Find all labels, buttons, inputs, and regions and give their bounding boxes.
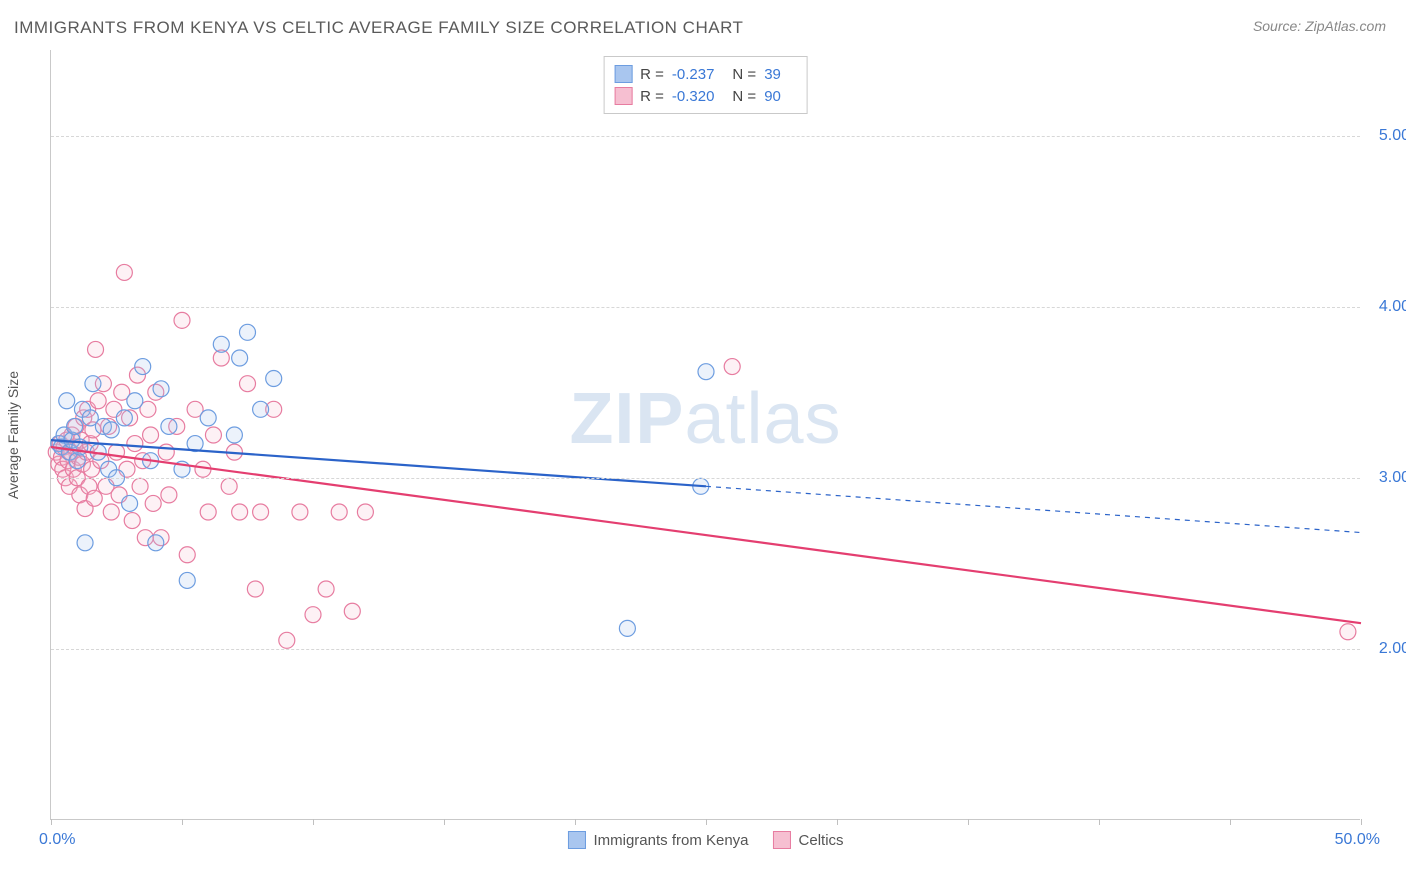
data-point bbox=[221, 478, 237, 494]
data-point bbox=[253, 504, 269, 520]
data-point bbox=[213, 336, 229, 352]
data-point bbox=[305, 607, 321, 623]
data-point bbox=[145, 495, 161, 511]
data-point bbox=[161, 418, 177, 434]
y-tick-label: 5.00 bbox=[1366, 127, 1406, 145]
data-point bbox=[318, 581, 334, 597]
data-point bbox=[127, 393, 143, 409]
trend-line bbox=[51, 447, 1361, 623]
data-point bbox=[226, 427, 242, 443]
data-point bbox=[232, 350, 248, 366]
y-tick-label: 4.00 bbox=[1366, 298, 1406, 316]
data-point bbox=[116, 410, 132, 426]
data-point bbox=[135, 359, 151, 375]
data-point bbox=[77, 535, 93, 551]
plot-area: Average Family Size ZIPatlas R = -0.237 … bbox=[50, 50, 1360, 820]
data-point bbox=[59, 393, 75, 409]
x-tick bbox=[313, 819, 314, 825]
x-tick bbox=[968, 819, 969, 825]
data-point bbox=[103, 422, 119, 438]
data-point bbox=[253, 401, 269, 417]
gridline bbox=[51, 478, 1360, 479]
data-point bbox=[279, 632, 295, 648]
data-point bbox=[161, 487, 177, 503]
gridline bbox=[51, 136, 1360, 137]
data-point bbox=[240, 324, 256, 340]
x-tick bbox=[51, 819, 52, 825]
legend-label-celtics: Celtics bbox=[799, 832, 844, 849]
data-point bbox=[1340, 624, 1356, 640]
data-point bbox=[153, 381, 169, 397]
data-point bbox=[116, 264, 132, 280]
data-point bbox=[109, 444, 125, 460]
x-tick bbox=[1361, 819, 1362, 825]
x-tick bbox=[706, 819, 707, 825]
data-point bbox=[292, 504, 308, 520]
y-tick-label: 2.00 bbox=[1366, 640, 1406, 658]
x-axis-min-label: 0.0% bbox=[39, 831, 75, 849]
x-tick bbox=[575, 819, 576, 825]
trend-line bbox=[706, 486, 1361, 532]
data-point bbox=[85, 376, 101, 392]
data-point bbox=[88, 341, 104, 357]
chart-title: IMMIGRANTS FROM KENYA VS CELTIC AVERAGE … bbox=[14, 18, 743, 38]
legend-label-kenya: Immigrants from Kenya bbox=[593, 832, 748, 849]
legend-item-celtics: Celtics bbox=[773, 831, 844, 849]
data-point bbox=[179, 572, 195, 588]
data-point bbox=[357, 504, 373, 520]
gridline bbox=[51, 649, 1360, 650]
data-point bbox=[205, 427, 221, 443]
data-point bbox=[240, 376, 256, 392]
data-point bbox=[247, 581, 263, 597]
data-point bbox=[132, 478, 148, 494]
series-legend: Immigrants from Kenya Celtics bbox=[567, 831, 843, 849]
data-point bbox=[266, 371, 282, 387]
x-tick bbox=[1099, 819, 1100, 825]
gridline bbox=[51, 307, 1360, 308]
data-point bbox=[103, 504, 119, 520]
scatter-svg bbox=[51, 50, 1361, 820]
data-point bbox=[200, 410, 216, 426]
data-point bbox=[174, 312, 190, 328]
data-point bbox=[124, 513, 140, 529]
source-label: Source: bbox=[1253, 18, 1301, 34]
data-point bbox=[179, 547, 195, 563]
legend-swatch-kenya bbox=[567, 831, 585, 849]
data-point bbox=[232, 504, 248, 520]
data-point bbox=[67, 418, 83, 434]
data-point bbox=[344, 603, 360, 619]
data-point bbox=[619, 620, 635, 636]
x-tick bbox=[444, 819, 445, 825]
source-name: ZipAtlas.com bbox=[1305, 18, 1386, 34]
data-point bbox=[122, 495, 138, 511]
data-point bbox=[158, 444, 174, 460]
x-tick bbox=[837, 819, 838, 825]
legend-swatch-celtics bbox=[773, 831, 791, 849]
data-point bbox=[90, 393, 106, 409]
data-point bbox=[86, 490, 102, 506]
x-tick bbox=[182, 819, 183, 825]
data-point bbox=[200, 504, 216, 520]
data-point bbox=[698, 364, 714, 380]
data-point bbox=[331, 504, 347, 520]
x-tick bbox=[1230, 819, 1231, 825]
x-axis-max-label: 50.0% bbox=[1335, 831, 1380, 849]
data-point bbox=[127, 436, 143, 452]
data-point bbox=[148, 535, 164, 551]
legend-item-kenya: Immigrants from Kenya bbox=[567, 831, 748, 849]
source-attribution: Source: ZipAtlas.com bbox=[1253, 18, 1386, 34]
y-tick-label: 3.00 bbox=[1366, 469, 1406, 487]
data-point bbox=[143, 427, 159, 443]
data-point bbox=[724, 359, 740, 375]
y-axis-title: Average Family Size bbox=[5, 370, 21, 498]
